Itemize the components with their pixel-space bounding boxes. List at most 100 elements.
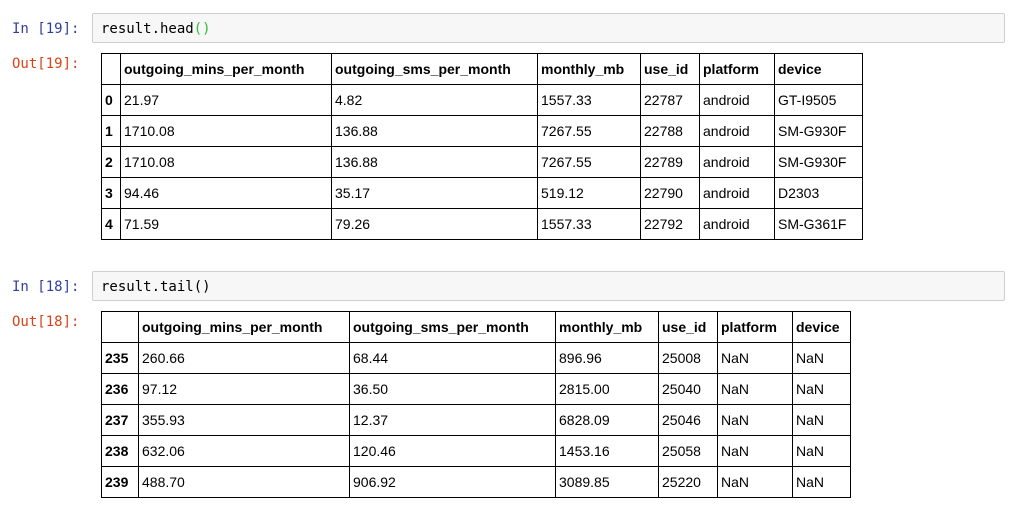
dataframe-table: outgoing_mins_per_month outgoing_sms_per_… [101, 311, 851, 498]
input-prompt: In [18]: [12, 279, 80, 295]
index-header [101, 311, 139, 343]
table-cell: 36.50 [349, 373, 556, 405]
code-input[interactable]: result.tail() [92, 271, 1005, 301]
code-input[interactable]: result.head() [92, 13, 1005, 43]
input-prompt: In [19]: [12, 21, 80, 37]
table-cell: 97.12 [138, 373, 350, 405]
table-cell: 25046 [658, 404, 718, 436]
table-cell: NaN [717, 342, 793, 374]
table-cell: 136.88 [331, 146, 538, 178]
table-cell: android [699, 115, 775, 147]
table-row: 236 97.12 36.50 2815.00 25040 NaN NaN [101, 373, 851, 405]
table-cell: android [699, 208, 775, 240]
table-cell: 25040 [658, 373, 718, 405]
table-cell: 22788 [640, 115, 700, 147]
row-index: 0 [101, 84, 121, 116]
table-cell: NaN [717, 373, 793, 405]
table-cell: 896.96 [555, 342, 659, 374]
table-cell: android [699, 146, 775, 178]
table-cell: SM-G361F [774, 208, 863, 240]
table-cell: 7267.55 [537, 146, 641, 178]
code-text: result.head() [101, 21, 211, 37]
table-cell: android [699, 84, 775, 116]
index-header [101, 53, 121, 85]
output-prompt: Out[19]: [12, 56, 80, 72]
table-cell: 25008 [658, 342, 718, 374]
table-cell: 35.17 [331, 177, 538, 209]
table-cell: NaN [717, 404, 793, 436]
table-cell: NaN [792, 466, 851, 498]
dataframe-table: outgoing_mins_per_month outgoing_sms_per_… [101, 53, 863, 240]
table-cell: 25058 [658, 435, 718, 467]
table-cell: NaN [792, 435, 851, 467]
table-cell: 25220 [658, 466, 718, 498]
column-header: outgoing_sms_per_month [331, 53, 538, 85]
table-cell: 1710.08 [120, 115, 332, 147]
table-cell: 632.06 [138, 435, 350, 467]
column-header: platform [699, 53, 775, 85]
table-cell: NaN [792, 404, 851, 436]
column-header: outgoing_sms_per_month [349, 311, 556, 343]
table-cell: SM-G930F [774, 115, 863, 147]
table-cell: SM-G930F [774, 146, 863, 178]
table-cell: 22790 [640, 177, 700, 209]
table-cell: 12.37 [349, 404, 556, 436]
column-header: monthly_mb [555, 311, 659, 343]
row-index: 1 [101, 115, 121, 147]
table-cell: 1557.33 [537, 84, 641, 116]
row-index: 237 [101, 404, 139, 436]
table-cell: 68.44 [349, 342, 556, 374]
table-row: 1 1710.08 136.88 7267.55 22788 android SM-G930… [101, 115, 863, 147]
table-cell: 71.59 [120, 208, 332, 240]
column-header: outgoing_mins_per_month [120, 53, 332, 85]
table-cell: 79.26 [331, 208, 538, 240]
column-header: monthly_mb [537, 53, 641, 85]
table-row: 2 1710.08 136.88 7267.55 22789 android SM-G930… [101, 146, 863, 178]
table-row: 239 488.70 906.92 3089.85 25220 NaN NaN [101, 466, 851, 498]
table-cell: NaN [717, 435, 793, 467]
table-cell: 6828.09 [555, 404, 659, 436]
table-cell: 2815.00 [555, 373, 659, 405]
column-header: device [792, 311, 851, 343]
table-cell: 519.12 [537, 177, 641, 209]
table-cell: D2303 [774, 177, 863, 209]
table-cell: 1710.08 [120, 146, 332, 178]
column-header: use_id [640, 53, 700, 85]
table-row: 0 21.97 4.82 1557.33 22787 android GT-I9505 [101, 84, 863, 116]
table-cell: 22787 [640, 84, 700, 116]
table-row: 238 632.06 120.46 1453.16 25058 NaN NaN [101, 435, 851, 467]
table-row: 4 71.59 79.26 1557.33 22792 android SM-G361F [101, 208, 863, 240]
table-cell: 94.46 [120, 177, 332, 209]
table-cell: NaN [717, 466, 793, 498]
output-prompt: Out[18]: [12, 314, 80, 330]
row-index: 3 [101, 177, 121, 209]
table-cell: 136.88 [331, 115, 538, 147]
table-cell: 488.70 [138, 466, 350, 498]
table-cell: 4.82 [331, 84, 538, 116]
table-cell: 3089.85 [555, 466, 659, 498]
row-index: 239 [101, 466, 139, 498]
table-cell: GT-I9505 [774, 84, 863, 116]
table-header-row: outgoing_mins_per_month outgoing_sms_per_… [101, 53, 863, 85]
row-index: 235 [101, 342, 139, 374]
row-index: 238 [101, 435, 139, 467]
table-cell: 22789 [640, 146, 700, 178]
row-index: 236 [101, 373, 139, 405]
table-cell: 906.92 [349, 466, 556, 498]
column-header: device [774, 53, 863, 85]
table-cell: 355.93 [138, 404, 350, 436]
table-row: 235 260.66 68.44 896.96 25008 NaN NaN [101, 342, 851, 374]
table-header-row: outgoing_mins_per_month outgoing_sms_per_… [101, 311, 851, 343]
column-header: platform [717, 311, 793, 343]
table-cell: android [699, 177, 775, 209]
table-row: 3 94.46 35.17 519.12 22790 android D2303 [101, 177, 863, 209]
column-header: use_id [658, 311, 718, 343]
table-cell: 120.46 [349, 435, 556, 467]
row-index: 4 [101, 208, 121, 240]
table-cell: 1453.16 [555, 435, 659, 467]
table-cell: 22792 [640, 208, 700, 240]
table-cell: NaN [792, 342, 851, 374]
table-row: 237 355.93 12.37 6828.09 25046 NaN NaN [101, 404, 851, 436]
table-cell: 260.66 [138, 342, 350, 374]
code-text: result.tail() [101, 279, 211, 295]
